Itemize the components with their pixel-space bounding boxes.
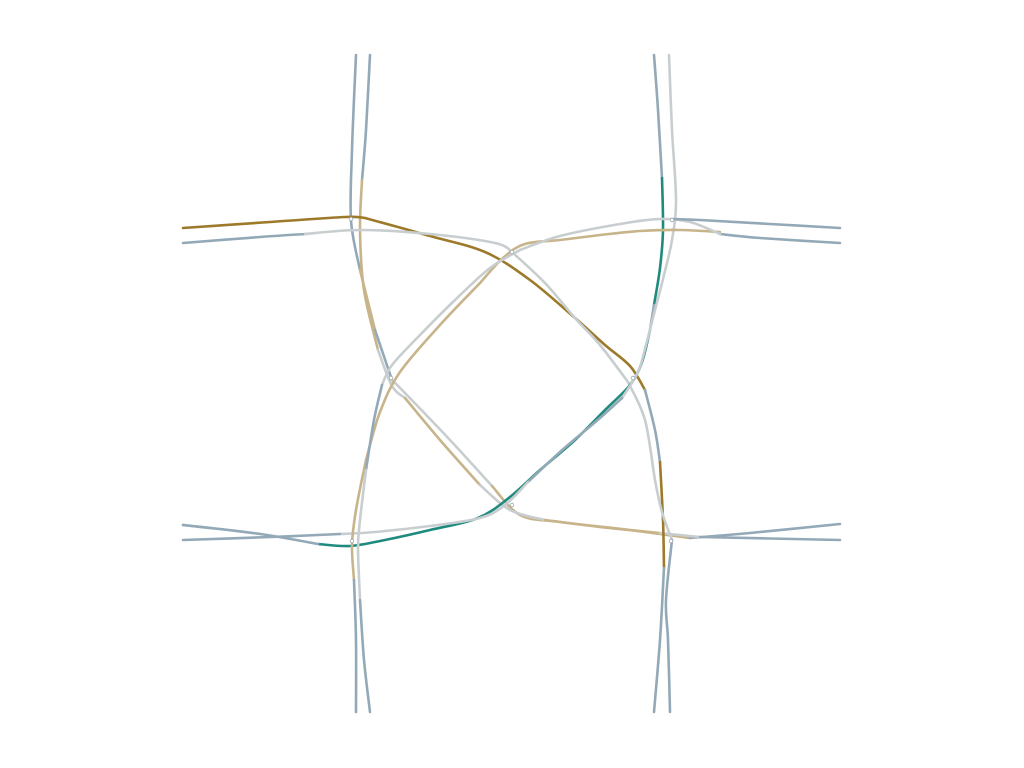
- crossing-node-2: [509, 249, 515, 255]
- strand-g-segment-2: [364, 281, 482, 462]
- crossing-node-5: [509, 502, 515, 508]
- strand-b: [358, 53, 842, 542]
- strand-g-segment-0: [598, 228, 722, 237]
- strand-d-segment-3: [626, 380, 674, 542]
- strand-h: [356, 217, 842, 714]
- strand-d-segment-1: [303, 228, 514, 254]
- strand-f-segment-4: [181, 532, 342, 542]
- node-layer: [348, 216, 675, 544]
- crossing-node-3: [388, 375, 394, 381]
- strand-h-segment-0: [718, 232, 842, 245]
- strand-b-segment-1: [358, 178, 380, 352]
- strand-b-segment-3: [403, 396, 482, 487]
- strand-b-segment-4: [478, 483, 547, 522]
- strand-b-segment-5: [543, 518, 662, 535]
- strand-layer: [181, 53, 842, 714]
- strand-d: [181, 228, 674, 714]
- crossing-node-7: [668, 538, 674, 544]
- crossing-node-0: [348, 216, 354, 222]
- strand-d-segment-0: [181, 232, 307, 245]
- strand-a-segment-0: [349, 53, 362, 272]
- crossing-node-4: [630, 375, 636, 381]
- strand-g-segment-4: [352, 578, 358, 714]
- strand-j-segment-0: [181, 523, 212, 530]
- strand-h-segment-5: [358, 598, 372, 714]
- strand-c-segment-3: [658, 460, 666, 570]
- strand-b-segment-7: [698, 535, 842, 542]
- strand-i-segment-0: [670, 217, 842, 230]
- strand-c-segment-4: [652, 566, 666, 714]
- strand-f-segment-3: [338, 480, 530, 536]
- strand-f-segment-1: [620, 308, 657, 400]
- strand-h-segment-4: [356, 468, 368, 602]
- crossing-node-6: [349, 538, 355, 544]
- strand-i: [670, 217, 842, 230]
- strand-h-segment-3: [364, 383, 384, 472]
- strand-a-segment-3: [390, 378, 494, 488]
- strand-c-segment-0: [181, 215, 367, 230]
- strand-b-segment-0: [360, 53, 372, 182]
- crossing-node-1: [669, 217, 675, 223]
- strand-c-segment-1: [363, 216, 647, 392]
- strand-c-segment-2: [643, 388, 662, 464]
- strand-h-segment-1: [518, 217, 722, 252]
- strand-h-segment-2: [380, 248, 522, 387]
- strand-d-segment-4: [664, 538, 674, 714]
- strand-g: [350, 228, 722, 714]
- strand-e-segment-0: [652, 53, 664, 180]
- strand-f: [181, 53, 678, 542]
- strand-j: [181, 523, 212, 530]
- strand-f-segment-0: [653, 53, 678, 312]
- strand-f-segment-2: [526, 396, 624, 484]
- strand-d-segment-2: [510, 250, 630, 384]
- strand-g-segment-3: [350, 458, 368, 582]
- strand-e-segment-1: [652, 176, 665, 307]
- strand-c: [181, 215, 666, 714]
